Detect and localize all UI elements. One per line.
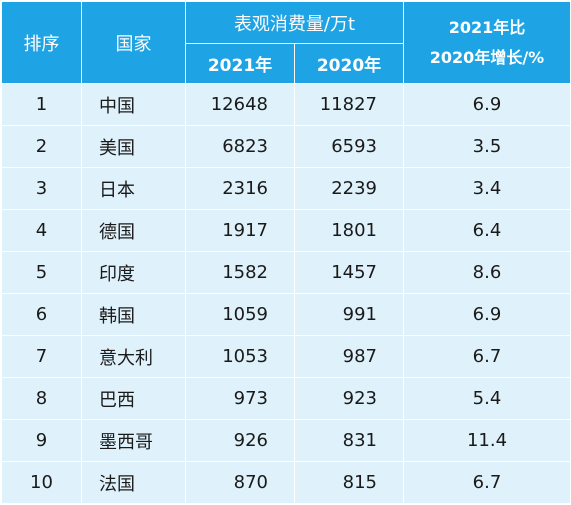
consumption-2021-cell: 2316 — [185, 167, 295, 210]
consumption-2021-cell: 12648 — [185, 83, 295, 126]
table-row: 2 美国 6823 6593 3.5 — [1, 125, 571, 168]
header-rank: 排序 — [1, 1, 82, 84]
consumption-2021-cell: 973 — [185, 377, 295, 420]
consumption-2021-cell: 1053 — [185, 335, 295, 378]
growth-cell: 6.9 — [403, 293, 571, 336]
consumption-2020-cell: 1801 — [294, 209, 404, 252]
table-row: 8 巴西 973 923 5.4 — [1, 377, 571, 420]
header-country: 国家 — [81, 1, 186, 84]
header-growth-line2: 2020年增长/% — [429, 47, 545, 67]
table-row: 6 韩国 1059 991 6.9 — [1, 293, 571, 336]
consumption-2020-cell: 987 — [294, 335, 404, 378]
table-row: 1 中国 12648 11827 6.9 — [1, 83, 571, 126]
consumption-2020-cell: 1457 — [294, 251, 404, 294]
rank-cell: 10 — [1, 461, 82, 503]
growth-cell: 3.5 — [403, 125, 571, 168]
consumption-2021-cell: 6823 — [185, 125, 295, 168]
consumption-2021-cell: 1582 — [185, 251, 295, 294]
header-year-2021: 2021年 — [185, 43, 295, 84]
growth-cell: 6.7 — [403, 335, 571, 378]
rank-cell: 6 — [1, 293, 82, 336]
header-consumption: 表观消费量/万t — [185, 1, 404, 44]
header-growth-line1: 2021年比 — [448, 17, 526, 37]
table-row: 4 德国 1917 1801 6.4 — [1, 209, 571, 252]
country-cell: 法国 — [81, 461, 186, 503]
rank-cell: 3 — [1, 167, 82, 210]
growth-cell: 8.6 — [403, 251, 571, 294]
country-cell: 中国 — [81, 83, 186, 126]
growth-cell: 6.9 — [403, 83, 571, 126]
growth-cell: 11.4 — [403, 419, 571, 462]
header-growth: 2021年比 2020年增长/% — [403, 1, 571, 84]
growth-cell: 3.4 — [403, 167, 571, 210]
consumption-2020-cell: 923 — [294, 377, 404, 420]
rank-cell: 8 — [1, 377, 82, 420]
header-year-2020: 2020年 — [294, 43, 404, 84]
consumption-2020-cell: 991 — [294, 293, 404, 336]
consumption-2021-cell: 1917 — [185, 209, 295, 252]
growth-cell: 6.4 — [403, 209, 571, 252]
table-row: 5 印度 1582 1457 8.6 — [1, 251, 571, 294]
country-cell: 德国 — [81, 209, 186, 252]
consumption-2021-cell: 870 — [185, 461, 295, 503]
rank-cell: 1 — [1, 83, 82, 126]
table-row: 10 法国 870 815 6.7 — [1, 461, 571, 503]
growth-cell: 5.4 — [403, 377, 571, 420]
country-cell: 墨西哥 — [81, 419, 186, 462]
rank-cell: 7 — [1, 335, 82, 378]
country-cell: 巴西 — [81, 377, 186, 420]
consumption-2021-cell: 1059 — [185, 293, 295, 336]
rank-cell: 4 — [1, 209, 82, 252]
consumption-2021-cell: 926 — [185, 419, 295, 462]
table-row: 3 日本 2316 2239 3.4 — [1, 167, 571, 210]
country-cell: 韩国 — [81, 293, 186, 336]
rank-cell: 5 — [1, 251, 82, 294]
table-row: 9 墨西哥 926 831 11.4 — [1, 419, 571, 462]
consumption-2020-cell: 831 — [294, 419, 404, 462]
table-body: 1 中国 12648 11827 6.9 2 美国 6823 6593 3.5 3 日本 2316 223… — [1, 83, 571, 503]
country-cell: 日本 — [81, 167, 186, 210]
country-cell: 美国 — [81, 125, 186, 168]
table-header: 排序 国家 表观消费量/万t 2021年比 2020年增长/% 2021年 20… — [1, 1, 571, 84]
country-cell: 印度 — [81, 251, 186, 294]
consumption-2020-cell: 11827 — [294, 83, 404, 126]
consumption-2020-cell: 815 — [294, 461, 404, 503]
rank-cell: 9 — [1, 419, 82, 462]
consumption-2020-cell: 6593 — [294, 125, 404, 168]
consumption-2020-cell: 2239 — [294, 167, 404, 210]
country-cell: 意大利 — [81, 335, 186, 378]
table-row: 7 意大利 1053 987 6.7 — [1, 335, 571, 378]
growth-cell: 6.7 — [403, 461, 571, 503]
rank-cell: 2 — [1, 125, 82, 168]
